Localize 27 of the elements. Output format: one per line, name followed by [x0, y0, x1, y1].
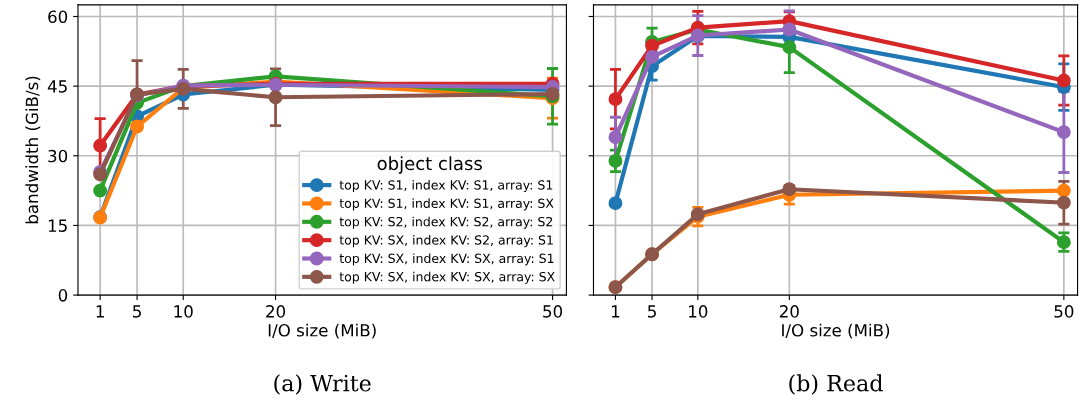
x-tick-label: 50 [543, 305, 563, 318]
legend-label: top KV: S1, index KV: S1, array: SX [339, 198, 554, 211]
x-tick-label: 1 [611, 305, 620, 318]
y-tick-label: 0 [58, 289, 68, 302]
x-tick-label: 5 [133, 305, 141, 318]
x-tick-label: 1 [96, 305, 104, 318]
x-tick-label: 10 [174, 305, 193, 318]
x-tick-label: 50 [1054, 305, 1074, 318]
text: (b) Read [789, 374, 883, 395]
legend-title: object class [377, 156, 482, 174]
text: (a) Write [274, 374, 371, 395]
y-axis-title: bandwidth (GiB/s) [25, 76, 41, 224]
legend-label: top KV: SX, index KV: SX, array: SX [339, 271, 555, 284]
x-axis-title: I/O size (MiB) [268, 323, 376, 339]
y-tick-label: 15 [48, 219, 67, 232]
x-tick-label: 20 [779, 305, 799, 318]
y-tick-label: 45 [47, 80, 67, 93]
x-axis-title: I/O size (MiB) [782, 323, 890, 339]
x-tick-label: 10 [689, 305, 708, 318]
legend-label: top KV: S2, index KV: S2, array: S2 [339, 216, 553, 229]
legend-label: top KV: S1, index KV: S1, array: S1 [339, 179, 553, 193]
legend-label: top KV: SX, index KV: SX, array: S1 [339, 253, 554, 266]
y-tick-label: 30 [48, 149, 68, 163]
x-tick-label: 20 [266, 305, 286, 318]
legend-label: top KV: SX, index KV: S2, array: S1 [339, 235, 553, 248]
y-tick-label: 60 [48, 10, 68, 24]
x-tick-label: 5 [648, 305, 656, 318]
